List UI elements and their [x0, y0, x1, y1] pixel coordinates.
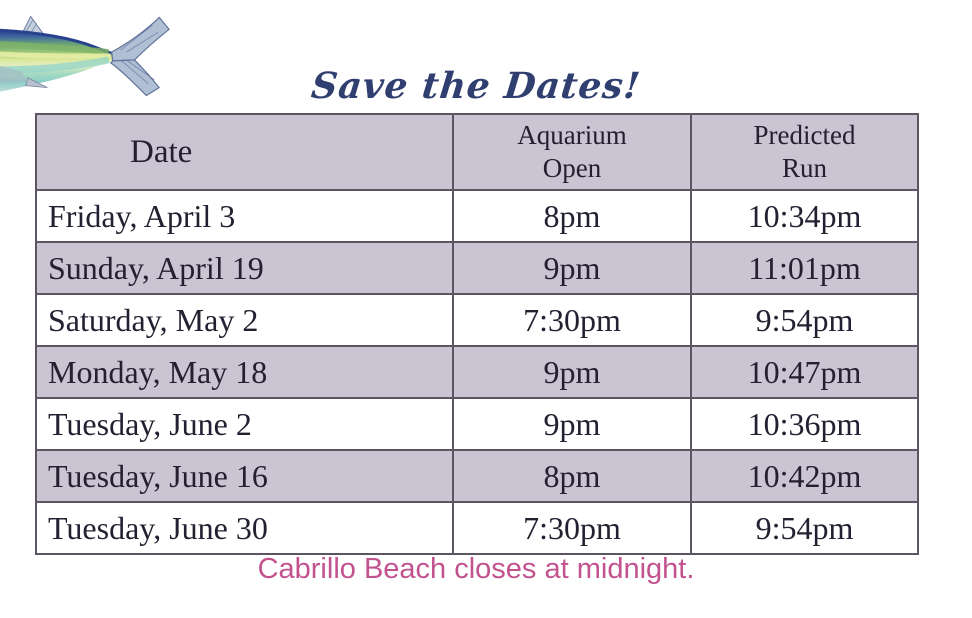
table-row: Saturday, May 2 7:30pm 9:54pm	[35, 293, 919, 347]
table-row: Tuesday, June 2 9pm 10:36pm	[35, 397, 919, 451]
table-row: Monday, May 18 9pm 10:47pm	[35, 345, 919, 399]
header-line: Predicted	[753, 120, 856, 151]
table-row: Tuesday, June 16 8pm 10:42pm	[35, 449, 919, 503]
aquarium-open-cell: 7:30pm	[452, 501, 692, 555]
predicted-run-cell: 10:47pm	[690, 345, 919, 399]
predicted-run-cell: 9:54pm	[690, 293, 919, 347]
date-cell: Saturday, May 2	[35, 293, 454, 347]
column-header-predicted-run: Predicted Run	[690, 113, 919, 191]
table-row: Tuesday, June 30 7:30pm 9:54pm	[35, 501, 919, 555]
date-cell: Tuesday, June 30	[35, 501, 454, 555]
table-row: Sunday, April 19 9pm 11:01pm	[35, 241, 919, 295]
header-line: Run	[781, 153, 827, 183]
date-cell: Sunday, April 19	[35, 241, 454, 295]
date-cell: Monday, May 18	[35, 345, 454, 399]
aquarium-open-cell: 8pm	[452, 189, 692, 243]
page-title: Save the Dates!	[309, 65, 643, 107]
header-row: Date Aquarium Open Predicted Run	[35, 113, 919, 191]
header-line: Open	[542, 153, 602, 183]
predicted-run-cell: 9:54pm	[690, 501, 919, 555]
date-cell: Tuesday, June 16	[35, 449, 454, 503]
grunion-fish-illustration	[0, 15, 170, 97]
aquarium-open-cell: 9pm	[452, 345, 692, 399]
predicted-run-cell: 10:36pm	[690, 397, 919, 451]
aquarium-open-cell: 9pm	[452, 241, 692, 295]
tail-lower-lobe	[109, 59, 161, 97]
footer-note: Cabrillo Beach closes at midnight.	[257, 553, 695, 585]
table-row: Friday, April 3 8pm 10:34pm	[35, 189, 919, 243]
date-cell: Friday, April 3	[35, 189, 454, 243]
column-header-aquarium-open: Aquarium Open	[452, 113, 692, 191]
schedule-table: Date Aquarium Open Predicted Run Friday,…	[35, 113, 919, 555]
tail-upper-lobe	[111, 16, 170, 62]
header-line: Aquarium	[517, 120, 627, 151]
date-cell: Tuesday, June 2	[35, 397, 454, 451]
aquarium-open-cell: 7:30pm	[452, 293, 692, 347]
predicted-run-cell: 10:42pm	[690, 449, 919, 503]
aquarium-open-cell: 9pm	[452, 397, 692, 451]
column-header-date: Date	[35, 113, 454, 191]
predicted-run-cell: 11:01pm	[690, 241, 919, 295]
predicted-run-cell: 10:34pm	[690, 189, 919, 243]
aquarium-open-cell: 8pm	[452, 449, 692, 503]
